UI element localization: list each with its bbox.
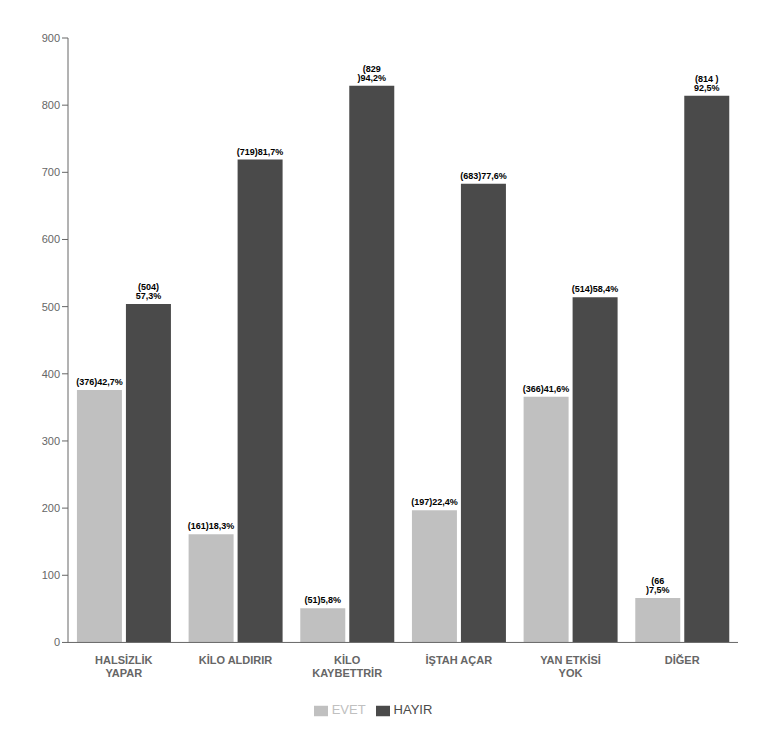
svg-text:(366)41,6%: (366)41,6%	[523, 384, 570, 394]
svg-text:DİĞER: DİĞER	[665, 654, 700, 666]
svg-text:KİLOKAYBETTRİR: KİLOKAYBETTRİR	[312, 654, 382, 679]
svg-text:(504)57,3%: (504)57,3%	[136, 282, 162, 301]
svg-text:İŞTAH AÇAR: İŞTAH AÇAR	[426, 654, 493, 666]
svg-text:(376)42,7%: (376)42,7%	[76, 377, 123, 387]
svg-text:400: 400	[42, 368, 60, 380]
svg-text:(66)7,5%: (66)7,5%	[646, 576, 670, 595]
svg-text:KİLO ALDIRIR: KİLO ALDIRIR	[199, 654, 273, 666]
svg-text:900: 900	[42, 32, 60, 44]
html-text:HAYIR: HAYIR	[393, 702, 433, 718]
svg-text:(814 )92,5%: (814 )92,5%	[694, 74, 720, 93]
svg-text:300: 300	[42, 435, 60, 447]
svg-text:800: 800	[42, 99, 60, 111]
svg-text:(514)58,4%: (514)58,4%	[572, 284, 619, 294]
svg-text:500: 500	[42, 301, 60, 313]
svg-text:(197)22,4%: (197)22,4%	[411, 497, 458, 507]
svg-text:(161)18,3%: (161)18,3%	[188, 521, 235, 531]
svg-text:0: 0	[54, 636, 60, 648]
html-text:EVET: EVET	[331, 702, 366, 718]
svg-text:YAN ETKİSİYOK: YAN ETKİSİYOK	[540, 654, 601, 679]
svg-text:100: 100	[42, 569, 60, 581]
svg-text:700: 700	[42, 166, 60, 178]
svg-text:(51)5,8%: (51)5,8%	[305, 595, 342, 605]
svg-text:600: 600	[42, 233, 60, 245]
svg-text:(829)94,2%: (829)94,2%	[358, 64, 387, 83]
svg-text:200: 200	[42, 502, 60, 514]
svg-text:HALSİZLİKYAPAR: HALSİZLİKYAPAR	[95, 654, 152, 679]
svg-text:(683)77,6%: (683)77,6%	[460, 171, 507, 181]
svg-text:(719)81,7%: (719)81,7%	[237, 147, 284, 157]
